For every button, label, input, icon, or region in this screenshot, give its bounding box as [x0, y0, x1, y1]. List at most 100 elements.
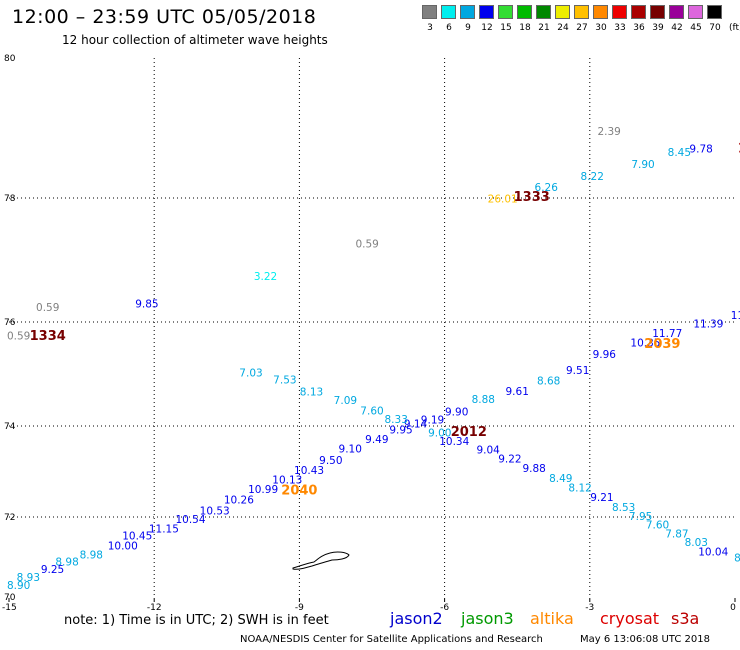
lon-tick-label: -9	[295, 603, 304, 613]
wave-height-label: 8.49	[549, 473, 572, 485]
legend-label: 70	[709, 23, 721, 33]
wave-height-label: 0.59	[36, 302, 59, 314]
lat-tick-label: 70	[4, 593, 16, 603]
wave-height-label: 9.19	[421, 414, 444, 426]
wave-height-label: 9.95	[389, 425, 412, 437]
wave-height-label: 8.90	[7, 580, 30, 592]
legend-label: 45	[690, 23, 702, 33]
wave-height-label: 11	[731, 310, 740, 322]
lat-tick-label: 78	[4, 194, 16, 204]
footer-timestamp: May 6 13:06:08 UTC 2018	[580, 634, 710, 645]
satellite-label-jason2: jason2	[390, 609, 443, 628]
wave-height-label: 7.95	[629, 511, 652, 523]
wave-height-label: 10.13	[272, 474, 302, 486]
wave-height-label: 11.77	[652, 328, 682, 340]
wave-height-label: 8.12	[568, 483, 591, 495]
wave-height-label: 8.93	[17, 572, 40, 584]
wave-height-label: 9.00	[428, 427, 451, 439]
wave-height-label: 8.22	[581, 171, 604, 183]
wave-height-label: 9.88	[522, 463, 545, 475]
wave-height-label: 9.61	[506, 386, 529, 398]
legend-swatch	[631, 5, 646, 19]
wave-height-label: 7.09	[334, 395, 357, 407]
legend-swatch	[536, 5, 551, 19]
legend-swatch	[498, 5, 513, 19]
legend-label: 33	[614, 23, 626, 33]
wave-height-label: 8	[734, 553, 740, 565]
legend-label: 6	[446, 23, 452, 33]
wave-height-label: 7.90	[631, 159, 654, 171]
legend-swatch	[612, 5, 627, 19]
wave-height-label: 9.51	[566, 365, 589, 377]
legend-swatch	[669, 5, 684, 19]
wave-height-label: 6.26	[535, 182, 559, 194]
wave-height-observations: 2.39 9.788.45 7.90 8.22 6.26 26.01 0.59 3.22 0.5…	[7, 126, 740, 592]
wave-height-label: 7.60	[360, 406, 383, 418]
legend-label: 21	[538, 23, 550, 33]
lon-tick-label: -12	[147, 603, 162, 613]
pass-time-label: 1	[738, 142, 740, 157]
legend-label: 24	[557, 23, 569, 33]
wave-height-label: 9.10	[339, 443, 362, 455]
wave-height-label: 11.15	[149, 523, 179, 535]
wave-height-label: 11.39	[693, 319, 723, 331]
wave-height-label: 9.49	[365, 434, 388, 446]
wave-height-label: 10.43	[294, 465, 324, 477]
wave-height-label: 10.26	[224, 494, 254, 506]
pass-time-label: 1333	[514, 190, 550, 205]
legend-swatch	[650, 5, 665, 19]
lon-tick-label: -6	[440, 603, 449, 613]
pass-time-label: 2012	[451, 425, 487, 440]
wave-height-label: 7.87	[665, 528, 688, 540]
pass-time-label: 1334	[30, 329, 66, 344]
wave-height-label: 8.98	[80, 549, 103, 561]
legend-swatch	[441, 5, 456, 19]
wave-height-label: 7.53	[273, 374, 296, 386]
wave-height-label: 8.68	[537, 375, 560, 387]
wave-height-label: 9.21	[590, 492, 613, 504]
satellite-label-jason3: jason3	[461, 609, 514, 628]
wave-height-label: 10.35	[630, 337, 660, 349]
wave-height-label: 9.25	[41, 564, 64, 576]
wave-height-label: 9.14	[404, 418, 428, 430]
lon-tick-label: -15	[2, 603, 17, 613]
legend-label: 30	[595, 23, 607, 33]
wave-height-label: 9.78	[689, 144, 712, 156]
wave-height-label: 10.04	[698, 546, 728, 558]
map-grid	[9, 58, 735, 598]
wave-height-label: 8.33	[385, 414, 408, 426]
lat-tick-label: 72	[4, 513, 15, 523]
wave-height-label: 8.45	[668, 147, 691, 159]
legend-label: 42	[671, 23, 683, 33]
satellite-label-altika: altika	[530, 609, 574, 628]
wave-height-label: 3.22	[254, 271, 277, 283]
satellite-label-s3a: s3a	[671, 609, 700, 628]
lon-tick-label: 0	[730, 603, 736, 613]
legend-swatch	[707, 5, 722, 19]
wave-height-label: 8.98	[55, 557, 78, 569]
wave-height-label: 7.60	[646, 519, 669, 531]
map-title: 12:00 – 23:59 UTC 05/05/2018	[12, 6, 317, 28]
wave-height-label: 8.13	[300, 386, 323, 398]
footer-credit: NOAA/NESDIS Center for Satellite Applica…	[240, 634, 543, 645]
wave-height-label: 8.03	[685, 537, 708, 549]
wave-height-label: 10.53	[200, 506, 230, 518]
legend-label: 18	[519, 23, 531, 33]
legend-units: (ft)	[729, 23, 740, 33]
legend-swatch	[688, 5, 703, 19]
wave-height-label: 10.99	[248, 484, 278, 496]
wave-height-label: 8.53	[612, 502, 635, 514]
wave-height-label: 9.90	[445, 407, 468, 419]
jan-mayen-island-outline	[292, 551, 350, 570]
wave-height-label: 26.01	[488, 193, 518, 205]
legend-swatch	[460, 5, 475, 19]
legend-swatch	[555, 5, 570, 19]
wave-height-label: 9.85	[135, 299, 158, 311]
legend-label: 9	[465, 23, 471, 33]
wave-height-label: 0.59	[7, 331, 30, 343]
wave-height-label: 10.54	[175, 514, 205, 526]
map-subtitle: 12 hour collection of altimeter wave hei…	[62, 33, 328, 47]
legend-swatch	[517, 5, 532, 19]
legend-label: 15	[500, 23, 512, 33]
map-axes: -15 -12 -9 -6 -3 0 80 78 76 74 72 70	[2, 54, 736, 613]
